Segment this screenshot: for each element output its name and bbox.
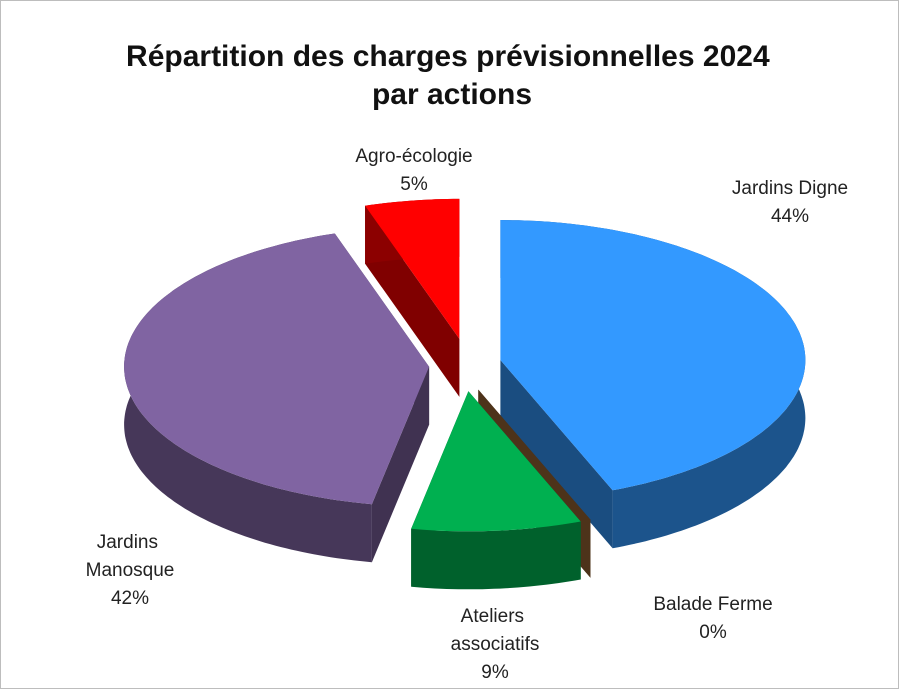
value-label: 5% [400, 174, 428, 195]
category-label: Balade Ferme [653, 594, 772, 615]
slice-wall [411, 521, 581, 590]
value-label: 0% [699, 622, 727, 643]
value-label: 44% [771, 206, 809, 227]
category-label: Agro-écologie [355, 146, 472, 167]
category-label: Ateliers associatifs [451, 606, 540, 655]
slice-side [500, 360, 613, 549]
category-label: Jardins Digne [732, 178, 848, 199]
category-label: Jardins Manosque [86, 532, 175, 581]
pie-slice [411, 391, 581, 590]
pie-slice [124, 233, 430, 563]
pie-slice [500, 220, 806, 549]
slice-top [365, 198, 460, 339]
value-label: 9% [481, 662, 509, 683]
slice-top [124, 233, 430, 505]
slice-top [500, 220, 806, 491]
slice-top [411, 391, 581, 532]
value-label: 42% [111, 588, 149, 609]
chart-title: Répartition des charges prévisionnelles … [126, 40, 778, 111]
slice-side [371, 366, 430, 563]
pie-slice [365, 198, 460, 397]
